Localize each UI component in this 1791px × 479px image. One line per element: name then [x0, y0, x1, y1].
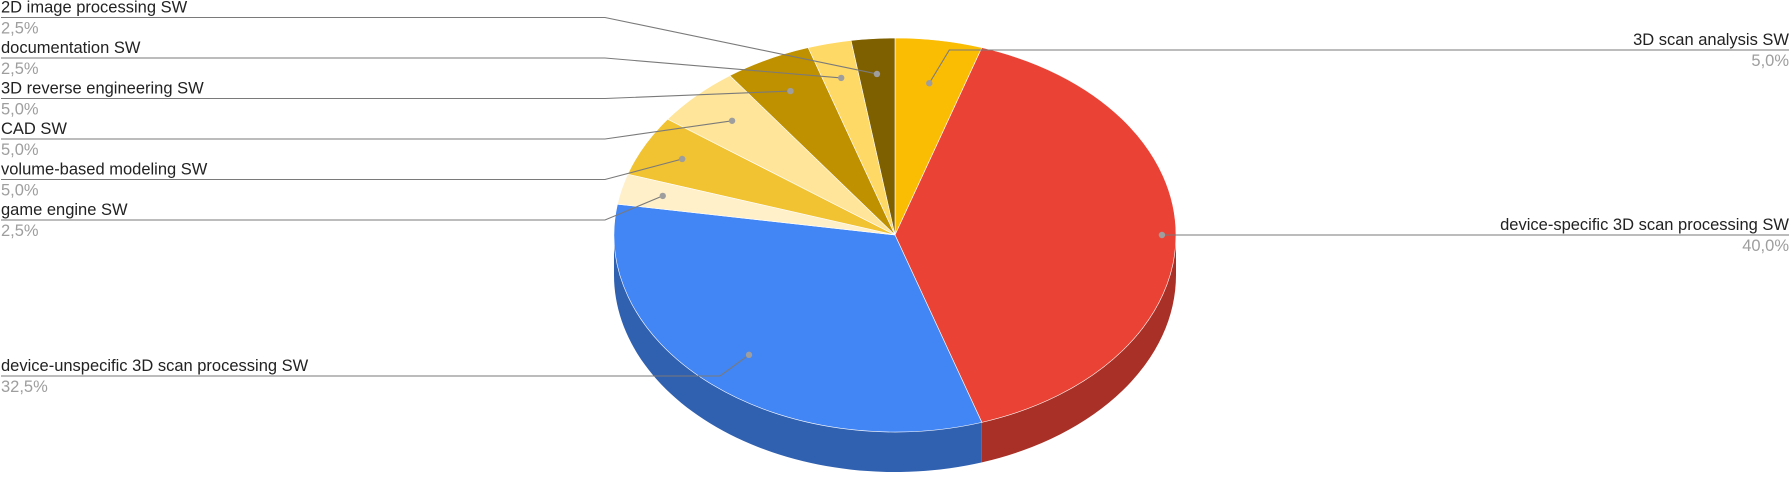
pie-slice-2: [613, 203, 983, 433]
leader-dot-7: [838, 74, 845, 82]
leader-line-3: [1, 195, 663, 221]
slice-label-3: game engine SW 2,5%: [1, 192, 666, 240]
slice-label-name-0: 3D scan analysis SW: [1633, 31, 1789, 49]
slice-label-5: CAD SW 5,0%: [1, 117, 736, 159]
leader-line-6: [1, 90, 791, 100]
slice-label-percent-5: 5,0%: [1, 141, 39, 159]
leader-dot-2: [745, 351, 753, 359]
slice-label-4: volume-based modeling SW 5,0%: [1, 155, 686, 200]
slice-label-8: 2D image processing SW 2,5%: [1, 0, 881, 78]
slice-label-name-1: device-specific 3D scan processing SW: [1500, 216, 1789, 234]
slice-label-name-5: CAD SW: [1, 120, 67, 138]
slice-label-percent-0: 5,0%: [1751, 52, 1789, 70]
leader-line-0: [928, 49, 1789, 84]
slice-label-name-4: volume-based modeling SW: [1, 161, 208, 179]
leader-dot-4: [678, 155, 686, 163]
leader-line-5: [1, 120, 733, 140]
slice-label-7: documentation SW 2,5%: [1, 39, 845, 82]
leader-line-2: [1, 354, 750, 377]
leader-line-7: [1, 57, 842, 79]
slice-label-percent-6: 5,0%: [1, 101, 39, 119]
leader-dot-8: [873, 70, 881, 78]
leader-dot-1: [1158, 231, 1166, 239]
slice-label-6: 3D reverse engineering SW 5,0%: [1, 80, 794, 119]
slice-label-name-8: 2D image processing SW: [1, 0, 188, 17]
slice-label-percent-1: 40,0%: [1742, 237, 1789, 255]
pie-side-walls: [614, 235, 1176, 472]
pie-slices: [613, 37, 1177, 433]
slice-label-0: 3D scan analysis SW 5,0%: [926, 31, 1789, 87]
leader-line-8: [1, 16, 878, 75]
pie-side-2: [614, 235, 982, 472]
leader-line-4: [1, 158, 683, 181]
slice-label-percent-8: 2,5%: [1, 20, 39, 38]
pie-side-1: [981, 235, 1176, 463]
slice-label-percent-7: 2,5%: [1, 60, 39, 78]
leader-dot-6: [787, 87, 794, 95]
leader-dot-0: [926, 80, 933, 87]
pie-slice-8: [850, 37, 896, 236]
slice-label-percent-3: 2,5%: [1, 222, 39, 240]
slice-label-name-6: 3D reverse engineering SW: [1, 80, 204, 98]
pie-labels: 3D scan analysis SW 5,0% device-specific 3…: [1, 0, 1789, 396]
leader-dot-5: [728, 117, 736, 124]
slice-label-name-3: game engine SW: [1, 201, 128, 219]
slice-label-name-2: device-unspecific 3D scan processing SW: [1, 357, 309, 375]
slice-label-name-7: documentation SW: [1, 39, 141, 57]
slice-label-1: device-specific 3D scan processing SW 40,…: [1158, 216, 1789, 255]
leader-dot-3: [659, 192, 666, 200]
slice-label-percent-2: 32,5%: [1, 378, 48, 396]
slice-label-percent-4: 5,0%: [1, 182, 39, 200]
slice-label-2: device-unspecific 3D scan processing SW 3…: [1, 351, 753, 396]
